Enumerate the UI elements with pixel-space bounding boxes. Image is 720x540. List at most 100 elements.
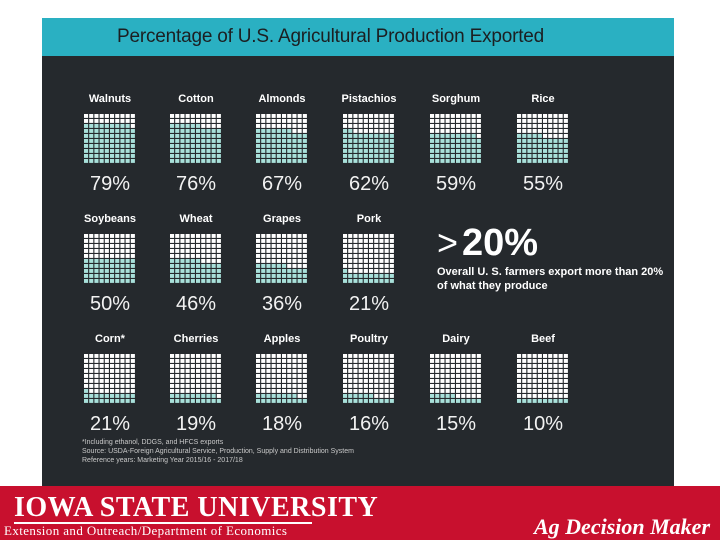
waffle-cell	[130, 129, 135, 133]
waffle-cell	[343, 154, 348, 158]
waffle-cell	[537, 134, 542, 138]
waffle-cell	[216, 389, 221, 393]
waffle-cell	[522, 154, 527, 158]
waffle-cell	[110, 159, 115, 163]
waffle-cell	[256, 379, 261, 383]
waffle-cell	[282, 384, 287, 388]
waffle-cell	[276, 369, 281, 373]
waffle-cell	[201, 244, 206, 248]
commodity-item: Poultry 16%	[329, 332, 409, 435]
waffle-cell	[282, 399, 287, 403]
waffle-cell	[125, 399, 130, 403]
waffle-cell	[261, 274, 266, 278]
waffle-cell	[363, 274, 368, 278]
waffle-cell	[292, 244, 297, 248]
waffle-cell	[89, 379, 94, 383]
waffle-cell	[548, 124, 553, 128]
commodity-percent: 62%	[348, 173, 390, 195]
waffle-cell	[374, 134, 379, 138]
waffle-cell	[196, 114, 201, 118]
waffle-cell	[271, 124, 276, 128]
waffle-cell	[532, 394, 537, 398]
waffle-cell	[384, 134, 389, 138]
waffle-cell	[292, 259, 297, 263]
waffle-cell	[558, 399, 563, 403]
waffle-cell	[104, 384, 109, 388]
waffle-cell	[99, 394, 104, 398]
waffle-cell	[170, 254, 175, 258]
waffle-cell	[466, 114, 471, 118]
waffle-cell	[185, 369, 190, 373]
waffle-cell	[476, 369, 481, 373]
waffle-cell	[292, 274, 297, 278]
waffle-cell	[120, 269, 125, 273]
waffle-cell	[292, 129, 297, 133]
waffle-cell	[343, 274, 348, 278]
waffle-cell	[348, 134, 353, 138]
waffle-cell	[130, 244, 135, 248]
waffle-cell	[287, 269, 292, 273]
waffle-cell	[456, 399, 461, 403]
waffle-cell	[190, 369, 195, 373]
waffle-cell	[110, 399, 115, 403]
waffle-cell	[297, 259, 302, 263]
waffle-cell	[216, 259, 221, 263]
waffle-cell	[435, 389, 440, 393]
commodity-percent: 50%	[89, 293, 131, 315]
waffle-cell	[271, 369, 276, 373]
source-notes: *Including ethanol, DDGS, and HFCS expor…	[82, 438, 502, 465]
waffle-cell	[276, 159, 281, 163]
waffle-cell	[276, 374, 281, 378]
waffle-cell	[292, 364, 297, 368]
waffle-cell	[297, 149, 302, 153]
waffle-cell	[374, 364, 379, 368]
waffle-cell	[170, 129, 175, 133]
waffle-cell	[256, 119, 261, 123]
waffle-cell	[563, 379, 568, 383]
waffle-cell	[282, 359, 287, 363]
waffle-cell	[353, 369, 358, 373]
waffle-cell	[84, 369, 89, 373]
waffle-cell	[99, 129, 104, 133]
waffle-cell	[190, 394, 195, 398]
waffle-cell	[276, 384, 281, 388]
waffle-cell	[379, 144, 384, 148]
waffle-cell	[363, 259, 368, 263]
waffle-cell	[130, 259, 135, 263]
waffle-cell	[256, 364, 261, 368]
waffle-cell	[532, 134, 537, 138]
waffle-cell	[261, 384, 266, 388]
waffle-cell	[196, 254, 201, 258]
waffle-cell	[456, 129, 461, 133]
waffle-cell	[94, 129, 99, 133]
waffle-cell	[130, 394, 135, 398]
commodity-percent: 18%	[261, 413, 303, 435]
waffle-cell	[527, 159, 532, 163]
waffle-cell	[94, 139, 99, 143]
waffle-cell	[450, 369, 455, 373]
waffle-cell	[548, 144, 553, 148]
waffle-cell	[99, 244, 104, 248]
waffle-cell	[185, 354, 190, 358]
waffle-cell	[216, 144, 221, 148]
waffle-cell	[517, 389, 522, 393]
waffle-cell	[450, 154, 455, 158]
waffle-cell	[185, 399, 190, 403]
waffle-cell	[297, 234, 302, 238]
waffle-cell	[196, 389, 201, 393]
waffle-cell	[287, 239, 292, 243]
waffle-cell	[543, 359, 548, 363]
waffle-cell	[532, 379, 537, 383]
waffle-cell	[125, 279, 130, 283]
waffle-cell	[110, 129, 115, 133]
waffle-cell	[445, 144, 450, 148]
waffle-cell	[558, 119, 563, 123]
waffle-cell	[115, 264, 120, 268]
waffle-cell	[180, 394, 185, 398]
waffle-cell	[266, 134, 271, 138]
waffle-cell	[110, 144, 115, 148]
waffle-cell	[466, 359, 471, 363]
waffle-cell	[271, 359, 276, 363]
waffle-cell	[369, 354, 374, 358]
waffle-cell	[466, 149, 471, 153]
